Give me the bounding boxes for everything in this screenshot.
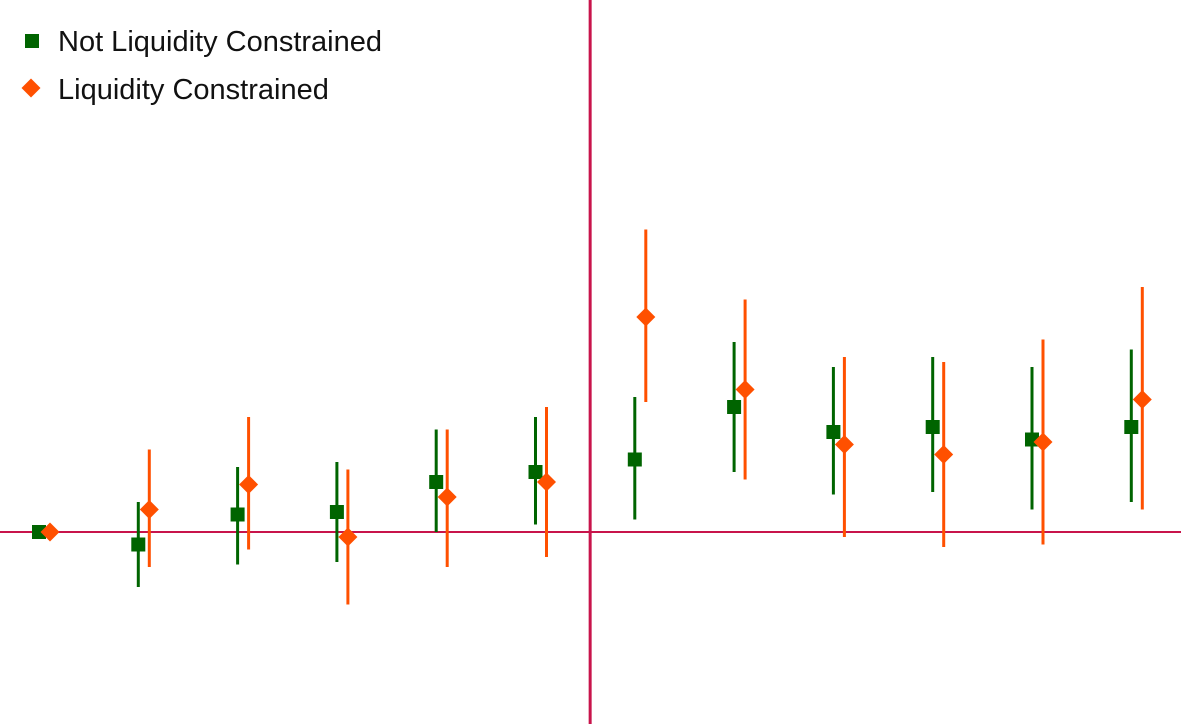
- data-point-diamond: [338, 527, 358, 547]
- chart-legend: Not Liquidity Constrained Liquidity Cons…: [21, 26, 382, 106]
- data-point-diamond: [1132, 390, 1152, 409]
- chart-marks: [32, 229, 1152, 605]
- data-point-square: [429, 475, 444, 489]
- data-point-diamond: [834, 435, 854, 454]
- data-point-diamond: [40, 522, 60, 542]
- legend-label-liquidity-constrained: Liquidity Constrained: [58, 74, 329, 106]
- data-point-square: [1124, 420, 1139, 434]
- data-point-square: [528, 465, 543, 479]
- legend-marker-not-liquidity-constrained: [25, 34, 39, 48]
- data-point-square: [32, 525, 46, 539]
- series-not-liquidity-constrained: [32, 342, 1139, 587]
- data-point-diamond: [636, 307, 656, 327]
- data-point-square: [727, 400, 742, 414]
- data-point-square: [131, 537, 146, 552]
- data-point-square: [826, 425, 841, 439]
- data-point-square: [925, 420, 940, 434]
- legend-label-not-liquidity-constrained: Not Liquidity Constrained: [58, 26, 382, 58]
- data-point-diamond: [239, 475, 259, 494]
- data-point-diamond: [139, 500, 159, 519]
- data-point-diamond: [437, 487, 457, 507]
- data-point-square: [329, 505, 344, 519]
- data-point-diamond: [1033, 432, 1053, 452]
- data-point-diamond: [537, 472, 556, 492]
- data-point-square: [627, 452, 642, 467]
- data-point-diamond: [735, 380, 755, 399]
- series-liquidity-constrained: [40, 229, 1152, 605]
- legend-marker-liquidity-constrained: [21, 78, 41, 98]
- data-point-square: [230, 507, 245, 522]
- data-point-diamond: [934, 445, 954, 464]
